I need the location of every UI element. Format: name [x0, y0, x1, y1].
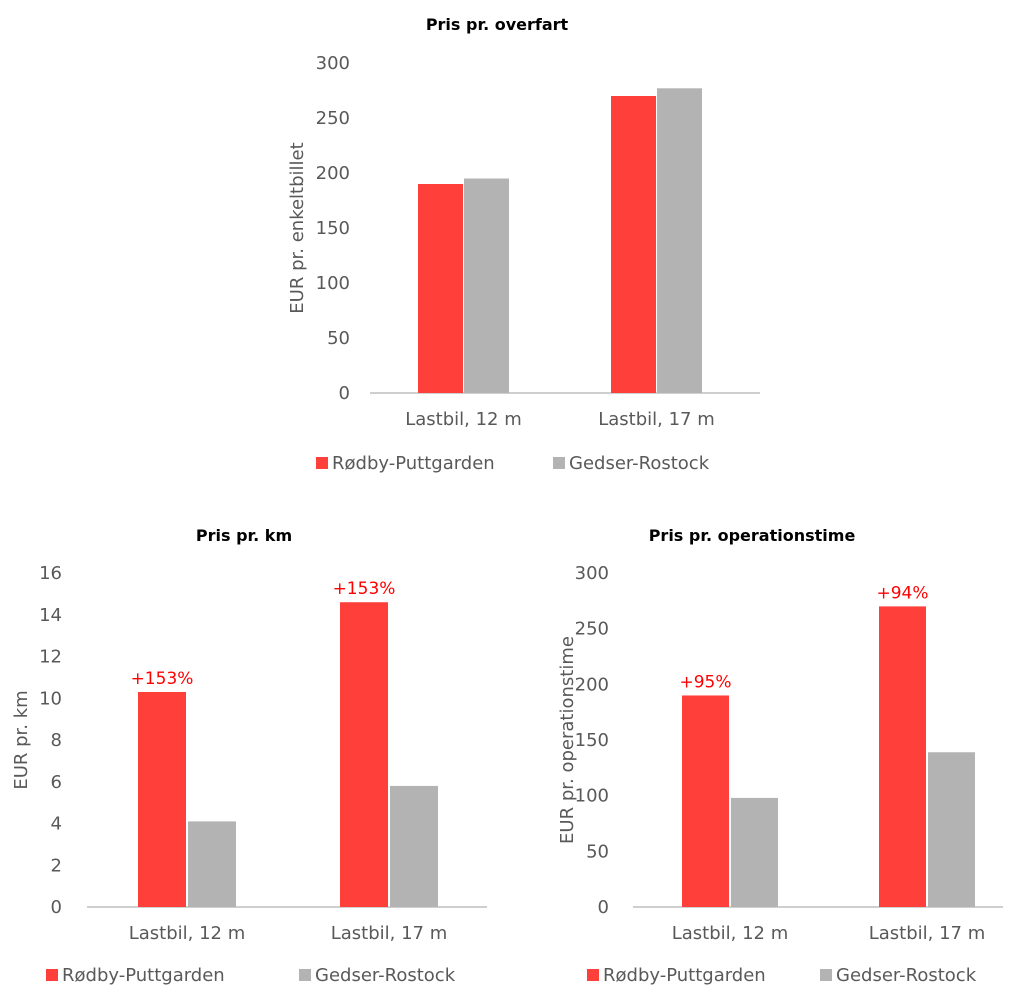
legend-label-2: Gedser-Rostock: [569, 453, 710, 474]
y-tick-label: 250: [575, 619, 609, 640]
legend-swatch-1: [316, 457, 328, 469]
bar-series2-1: [731, 797, 778, 907]
bar-series1-2: [611, 96, 656, 393]
y-tick-label: 10: [39, 688, 62, 709]
bar-series2-1: [188, 821, 236, 907]
legend-swatch-1: [587, 969, 599, 981]
y-axis-label: EUR pr. km: [11, 690, 32, 789]
legend: Rødby-Puttgarden Gedser-Rostock: [316, 453, 710, 474]
y-tick-label: 300: [316, 53, 350, 74]
chart-panel-2: Pris pr. km EUR pr. km 0 2 4 6 8 10 12 14 16 Lastbi…: [11, 526, 487, 986]
bar-series2-2: [657, 88, 702, 394]
legend-swatch-1: [46, 969, 58, 981]
data-label: +153%: [131, 669, 194, 689]
x-tick-label: Lastbil, 17 m: [598, 409, 715, 430]
y-tick-label: 4: [51, 814, 62, 835]
y-tick-label: 100: [575, 786, 609, 807]
y-tick-label: 6: [51, 772, 62, 793]
bar-series2-2: [928, 752, 975, 907]
y-tick-label: 16: [39, 563, 62, 584]
legend-label-2: Gedser-Rostock: [836, 965, 977, 986]
y-tick-label: 250: [316, 108, 350, 129]
legend-swatch-2: [553, 457, 565, 469]
legend: Rødby-Puttgarden Gedser-Rostock: [587, 965, 977, 986]
y-axis-label: EUR pr. enkeltbillet: [287, 142, 308, 313]
y-tick-label: 300: [575, 563, 609, 584]
legend-swatch-2: [820, 969, 832, 981]
bar-series1-1: [138, 691, 186, 907]
chart-title: Pris pr. km: [196, 526, 292, 545]
y-tick-label: 150: [316, 218, 350, 239]
y-tick-label: 200: [316, 163, 350, 184]
data-label: +153%: [333, 579, 396, 599]
bar-series1-1: [682, 695, 729, 907]
chart-title: Pris pr. overfart: [426, 15, 569, 34]
legend-label-1: Rødby-Puttgarden: [603, 965, 766, 986]
chart-panel-3: Pris pr. operationstime EUR pr. operation…: [557, 526, 1003, 986]
y-tick-label: 200: [575, 674, 609, 695]
legend-label-2: Gedser-Rostock: [315, 965, 456, 986]
bar-series1-2: [340, 602, 388, 907]
bar-series2-2: [390, 785, 438, 907]
legend-label-1: Rødby-Puttgarden: [62, 965, 225, 986]
y-tick-label: 50: [586, 841, 609, 862]
x-tick-label: Lastbil, 17 m: [869, 923, 986, 944]
legend-label-1: Rødby-Puttgarden: [332, 453, 495, 474]
x-tick-label: Lastbil, 12 m: [405, 409, 522, 430]
y-tick-label: 14: [39, 605, 62, 626]
bar-series2-1: [464, 178, 509, 393]
y-tick-label: 0: [339, 383, 350, 404]
legend: Rødby-Puttgarden Gedser-Rostock: [46, 965, 456, 986]
y-tick-label: 0: [51, 897, 62, 918]
y-axis-label: EUR pr. operationstime: [557, 636, 578, 844]
chart-panel-1: Pris pr. overfart EUR pr. enkeltbillet 0 50…: [287, 15, 760, 474]
bar-series1-1: [418, 184, 463, 393]
y-tick-label: 100: [316, 273, 350, 294]
x-tick-label: Lastbil, 12 m: [129, 923, 246, 944]
y-tick-label: 50: [327, 328, 350, 349]
data-label: +95%: [679, 672, 731, 692]
chart-title: Pris pr. operationstime: [649, 526, 856, 545]
data-label: +94%: [876, 583, 928, 603]
y-tick-label: 2: [51, 855, 62, 876]
y-tick-label: 8: [51, 730, 62, 751]
x-tick-label: Lastbil, 12 m: [672, 923, 789, 944]
bar-series1-2: [879, 606, 926, 907]
x-tick-label: Lastbil, 17 m: [331, 923, 448, 944]
y-tick-label: 12: [39, 647, 62, 668]
y-tick-label: 150: [575, 730, 609, 751]
legend-swatch-2: [299, 969, 311, 981]
y-tick-label: 0: [598, 897, 609, 918]
